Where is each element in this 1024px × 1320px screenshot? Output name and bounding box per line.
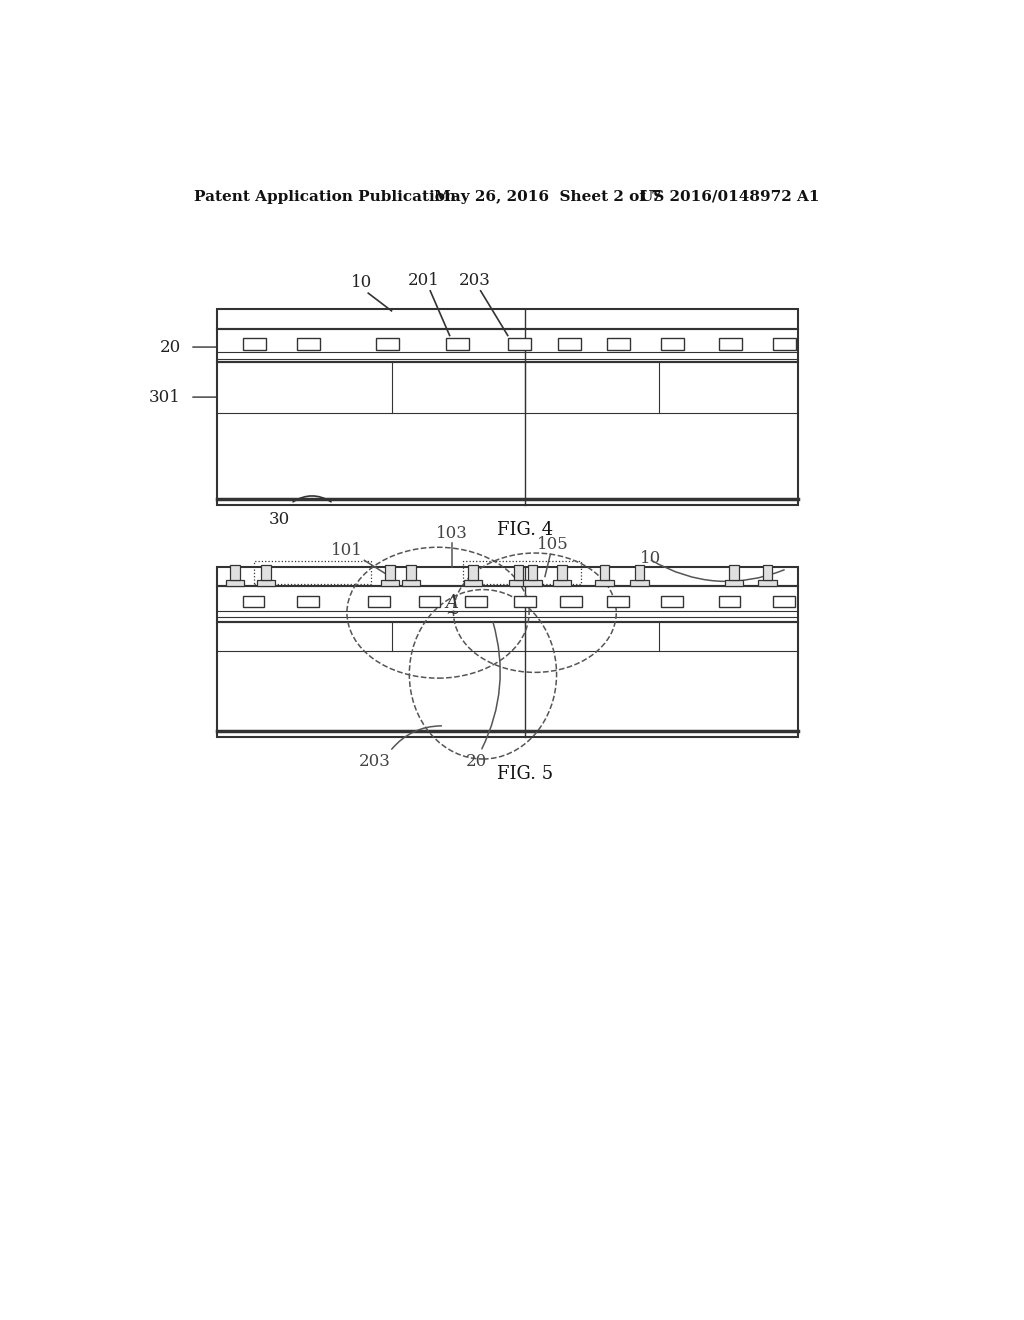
- Text: FIG. 4: FIG. 4: [497, 520, 553, 539]
- Polygon shape: [464, 581, 482, 586]
- Polygon shape: [297, 338, 321, 350]
- Text: 101: 101: [331, 541, 362, 558]
- Polygon shape: [595, 581, 614, 586]
- Polygon shape: [560, 595, 583, 607]
- Text: A: A: [445, 594, 459, 611]
- Text: FIG. 5: FIG. 5: [497, 766, 553, 783]
- Polygon shape: [719, 338, 741, 350]
- Text: 301: 301: [148, 388, 180, 405]
- Text: ∼: ∼: [445, 605, 459, 622]
- Polygon shape: [243, 595, 264, 607]
- Polygon shape: [558, 338, 582, 350]
- Polygon shape: [509, 581, 528, 586]
- Text: 10: 10: [351, 273, 373, 290]
- Text: US 2016/0148972 A1: US 2016/0148972 A1: [640, 190, 819, 203]
- Text: May 26, 2016  Sheet 2 of 7: May 26, 2016 Sheet 2 of 7: [434, 190, 662, 203]
- Text: 105: 105: [537, 536, 568, 553]
- Polygon shape: [376, 338, 399, 350]
- Polygon shape: [557, 565, 566, 581]
- Text: 203: 203: [358, 752, 390, 770]
- Polygon shape: [385, 565, 394, 581]
- Polygon shape: [468, 565, 477, 581]
- Polygon shape: [514, 565, 523, 581]
- Text: 201: 201: [409, 272, 440, 289]
- Polygon shape: [600, 565, 609, 581]
- Polygon shape: [719, 595, 740, 607]
- Text: 10: 10: [640, 550, 660, 568]
- Polygon shape: [607, 595, 629, 607]
- Polygon shape: [369, 595, 390, 607]
- Text: 20: 20: [160, 338, 180, 355]
- Polygon shape: [225, 581, 245, 586]
- Text: 103: 103: [436, 525, 468, 543]
- Polygon shape: [763, 565, 772, 581]
- Polygon shape: [758, 581, 776, 586]
- Polygon shape: [773, 338, 796, 350]
- Polygon shape: [607, 338, 630, 350]
- Polygon shape: [230, 565, 240, 581]
- Text: Patent Application Publication: Patent Application Publication: [194, 190, 456, 203]
- Polygon shape: [381, 581, 399, 586]
- Polygon shape: [401, 581, 420, 586]
- Polygon shape: [528, 565, 538, 581]
- Polygon shape: [419, 595, 440, 607]
- Polygon shape: [465, 595, 486, 607]
- Polygon shape: [553, 581, 571, 586]
- Polygon shape: [773, 595, 795, 607]
- Polygon shape: [407, 565, 416, 581]
- Polygon shape: [662, 338, 684, 350]
- Polygon shape: [243, 338, 266, 350]
- Text: 203: 203: [459, 272, 490, 289]
- Polygon shape: [725, 581, 743, 586]
- Polygon shape: [523, 581, 542, 586]
- Polygon shape: [662, 595, 683, 607]
- Text: 30: 30: [268, 511, 290, 528]
- Polygon shape: [630, 581, 649, 586]
- Polygon shape: [257, 581, 275, 586]
- Polygon shape: [445, 338, 469, 350]
- Polygon shape: [514, 595, 536, 607]
- Polygon shape: [508, 338, 531, 350]
- Polygon shape: [297, 595, 318, 607]
- Polygon shape: [635, 565, 644, 581]
- Text: 20: 20: [466, 752, 487, 770]
- Polygon shape: [729, 565, 738, 581]
- Polygon shape: [261, 565, 270, 581]
